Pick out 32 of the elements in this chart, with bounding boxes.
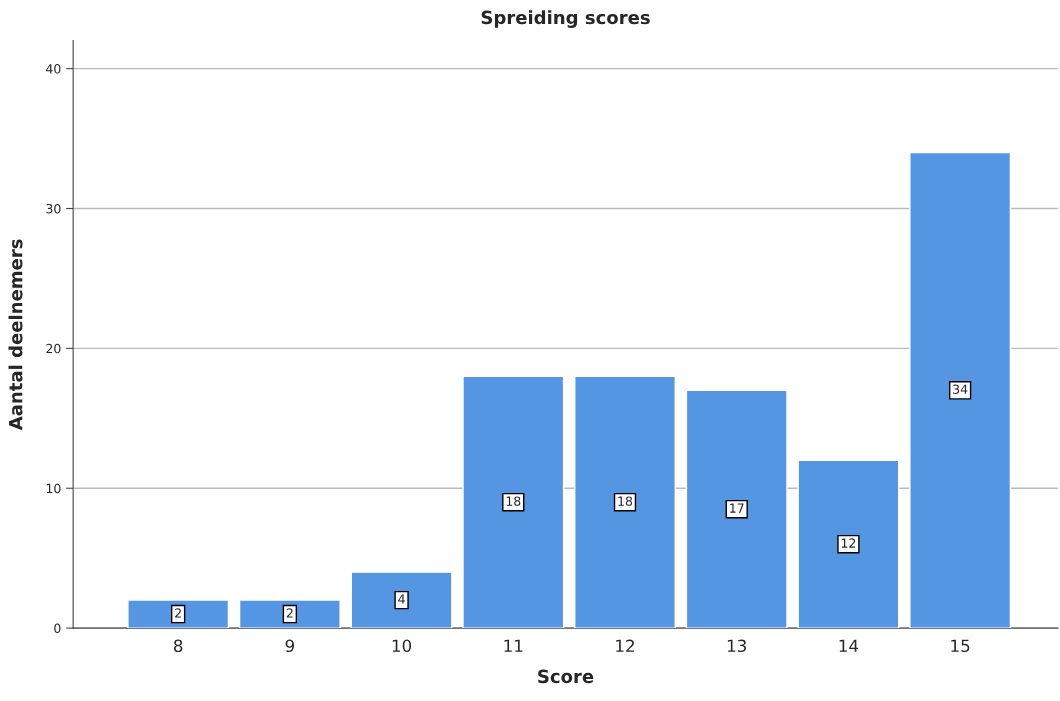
x-tick-label: 11	[504, 639, 523, 652]
x-tick-label: 12	[616, 639, 634, 652]
chart-title: Spreiding scores	[481, 10, 650, 28]
data-label: 18	[506, 496, 521, 506]
data-label: 17	[730, 503, 744, 513]
x-tick-label: 15	[951, 639, 970, 653]
x-tick-label: 14	[839, 639, 859, 652]
bar	[238, 599, 341, 629]
bar	[574, 375, 676, 629]
y-tick-label: 20	[46, 343, 61, 354]
data-label: 4	[398, 594, 405, 604]
bar	[909, 151, 1012, 629]
bar	[127, 599, 230, 629]
x-tick-label: 13	[727, 639, 746, 653]
bar	[685, 389, 788, 629]
y-tick-label: 10	[46, 483, 61, 494]
x-tick-label: 10	[392, 639, 412, 653]
x-tick-label: 8	[173, 639, 183, 653]
y-axis-title: Aantal deelnemers	[8, 239, 23, 431]
data-label: 18	[618, 496, 633, 506]
data-label: 2	[286, 608, 293, 618]
data-label: 2	[175, 608, 181, 618]
bar	[350, 571, 453, 629]
bar	[797, 459, 900, 629]
y-tick-label: 40	[46, 64, 61, 74]
data-label: 34	[953, 384, 968, 394]
bar	[462, 375, 565, 629]
x-tick-label: 9	[285, 639, 294, 653]
y-tick-label: 0	[54, 623, 61, 634]
y-tick-label: 30	[46, 203, 61, 214]
x-axis-title: Score	[538, 669, 594, 684]
data-label: 12	[841, 538, 856, 548]
